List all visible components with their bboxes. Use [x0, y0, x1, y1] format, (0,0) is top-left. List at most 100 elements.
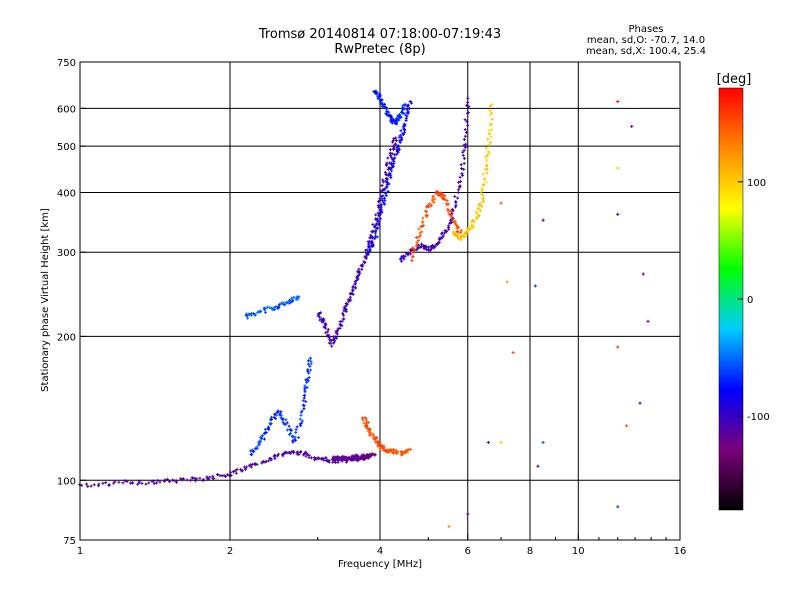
trace-point — [398, 139, 402, 143]
trace-point — [402, 111, 406, 115]
trace-point — [307, 371, 311, 375]
trace-0 — [78, 449, 370, 488]
trace-point — [450, 216, 454, 220]
trace-point — [264, 310, 268, 314]
trace-point — [250, 462, 254, 466]
colorbar-tick-label: 100 — [747, 178, 766, 189]
trace-point — [405, 108, 409, 112]
trace-point — [258, 440, 262, 444]
trace-point — [367, 429, 371, 433]
trace-point — [472, 220, 476, 224]
trace-point — [298, 417, 302, 421]
scatter-point — [646, 319, 650, 323]
y-tick-label: 200 — [57, 332, 76, 343]
trace-point — [438, 191, 442, 195]
trace-point — [447, 224, 451, 228]
trace-point — [321, 320, 325, 324]
trace-point — [297, 436, 301, 440]
trace-point — [253, 313, 257, 317]
trace-point — [222, 474, 226, 478]
trace-point — [364, 425, 368, 429]
trace-end-point — [308, 356, 313, 360]
trace-point — [86, 484, 90, 488]
trace-point — [272, 306, 276, 310]
trace-point — [158, 480, 162, 484]
trace-point — [287, 424, 291, 428]
trace-point — [329, 341, 333, 345]
trace-point — [412, 250, 416, 254]
trace-point — [387, 171, 391, 175]
trace-point — [371, 236, 375, 240]
trace-point — [302, 453, 306, 457]
trace-point — [324, 331, 328, 335]
trace-point — [465, 232, 469, 236]
colorbar-tick-label: -100 — [747, 412, 770, 423]
trace-point — [463, 128, 467, 132]
trace-point — [376, 226, 380, 230]
trace-point — [424, 214, 428, 218]
trace-point — [426, 245, 430, 249]
trace-point — [485, 159, 489, 163]
trace-point — [368, 249, 372, 253]
scatter-point — [638, 401, 642, 405]
trace-point — [411, 246, 415, 250]
trace-point — [375, 217, 379, 221]
scatter-point — [486, 440, 490, 445]
trace-point — [185, 478, 189, 482]
trace-point — [405, 448, 409, 452]
trace-point — [305, 385, 309, 389]
trace-point — [445, 203, 449, 207]
trace-point — [398, 133, 402, 137]
trace-point — [381, 194, 385, 198]
trace-point — [279, 410, 283, 414]
trace-point — [360, 457, 364, 461]
trace-point — [336, 329, 340, 333]
legend-line-o: mean, sd,O: -70.7, 14.0 — [587, 35, 705, 46]
trace-point — [462, 161, 466, 165]
trace-point — [460, 166, 464, 170]
trace-point — [306, 368, 310, 372]
trace-point — [404, 116, 408, 120]
colorbar-label: [deg] — [717, 72, 752, 87]
trace-point — [385, 161, 389, 165]
colorbar-tick-label: 0 — [747, 295, 753, 306]
trace-end-point — [408, 99, 412, 104]
trace-point — [398, 115, 402, 119]
trace-point — [229, 470, 233, 474]
trace-point — [432, 200, 436, 204]
trace-point — [462, 148, 466, 152]
trace-point — [382, 447, 386, 451]
trace-point — [471, 223, 475, 227]
trace-4 — [372, 89, 407, 126]
trace-point — [305, 452, 309, 456]
trace-point — [330, 344, 334, 348]
trace-point — [486, 153, 490, 157]
trace-point — [208, 475, 212, 479]
trace-point — [374, 234, 378, 238]
trace-point — [368, 236, 372, 240]
trace-point — [427, 248, 431, 252]
trace-point — [245, 314, 249, 318]
trace-point — [255, 462, 259, 466]
trace-6 — [410, 190, 464, 263]
legend-title: Phases — [628, 24, 663, 35]
trace-point — [463, 145, 467, 149]
trace-point — [489, 135, 493, 139]
trace-end-point — [403, 103, 408, 107]
trace-point — [443, 197, 447, 201]
trace-end-point — [394, 136, 398, 140]
trace-point — [336, 460, 340, 464]
trace-point — [380, 197, 384, 201]
trace-point — [427, 205, 431, 209]
trace-point — [458, 175, 462, 179]
trace-point — [166, 477, 170, 481]
trace-point — [458, 184, 462, 188]
trace-point — [392, 448, 396, 452]
trace-point — [374, 223, 378, 227]
trace-point — [201, 478, 205, 482]
trace-point — [288, 298, 292, 302]
trace-point — [411, 254, 415, 258]
trace-point — [254, 447, 258, 451]
trace-point — [302, 393, 306, 397]
